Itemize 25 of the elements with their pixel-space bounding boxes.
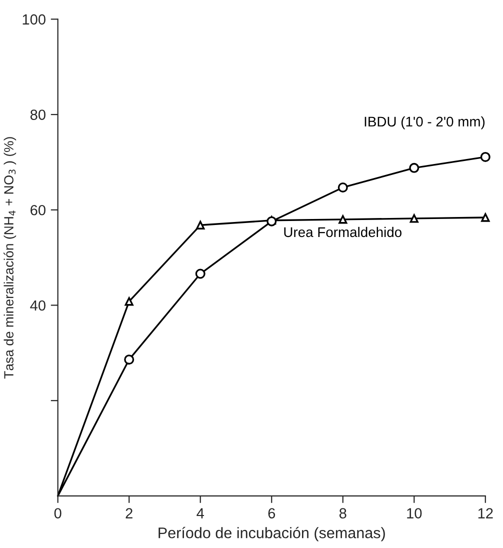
point [480,152,490,162]
y-tick-label: 60 [30,204,46,216]
x-tick-label: 6 [268,508,276,518]
y-tick-label: 80 [30,110,46,120]
x-tick-label: 0 [54,508,62,518]
y-axis-title: Tasa de mineralización (NH$_{4}$ + NO$_{3}$ ) (%) [4,137,16,379]
y-tick-label: 40 [30,300,46,311]
point [409,162,420,173]
y-tick-label: 100 [22,14,46,25]
point [338,182,348,192]
series-label: Urea Formaldehido [284,226,402,238]
x-axis-title: Período de incubación (semanas) [158,526,385,542]
point [124,354,134,365]
point [410,214,418,223]
series-label: IBDU (1'0 - 2'0 mm) [364,116,485,130]
point [338,215,348,224]
x-tick-label: 8 [339,508,346,518]
x-tick-label: 4 [196,508,204,518]
point [196,220,205,230]
x-tick-label: 2 [126,508,132,518]
point [124,297,134,306]
x-tick-label: 12 [478,508,493,518]
x-tick-label: 10 [407,508,422,518]
point [481,213,490,222]
point [195,268,206,279]
